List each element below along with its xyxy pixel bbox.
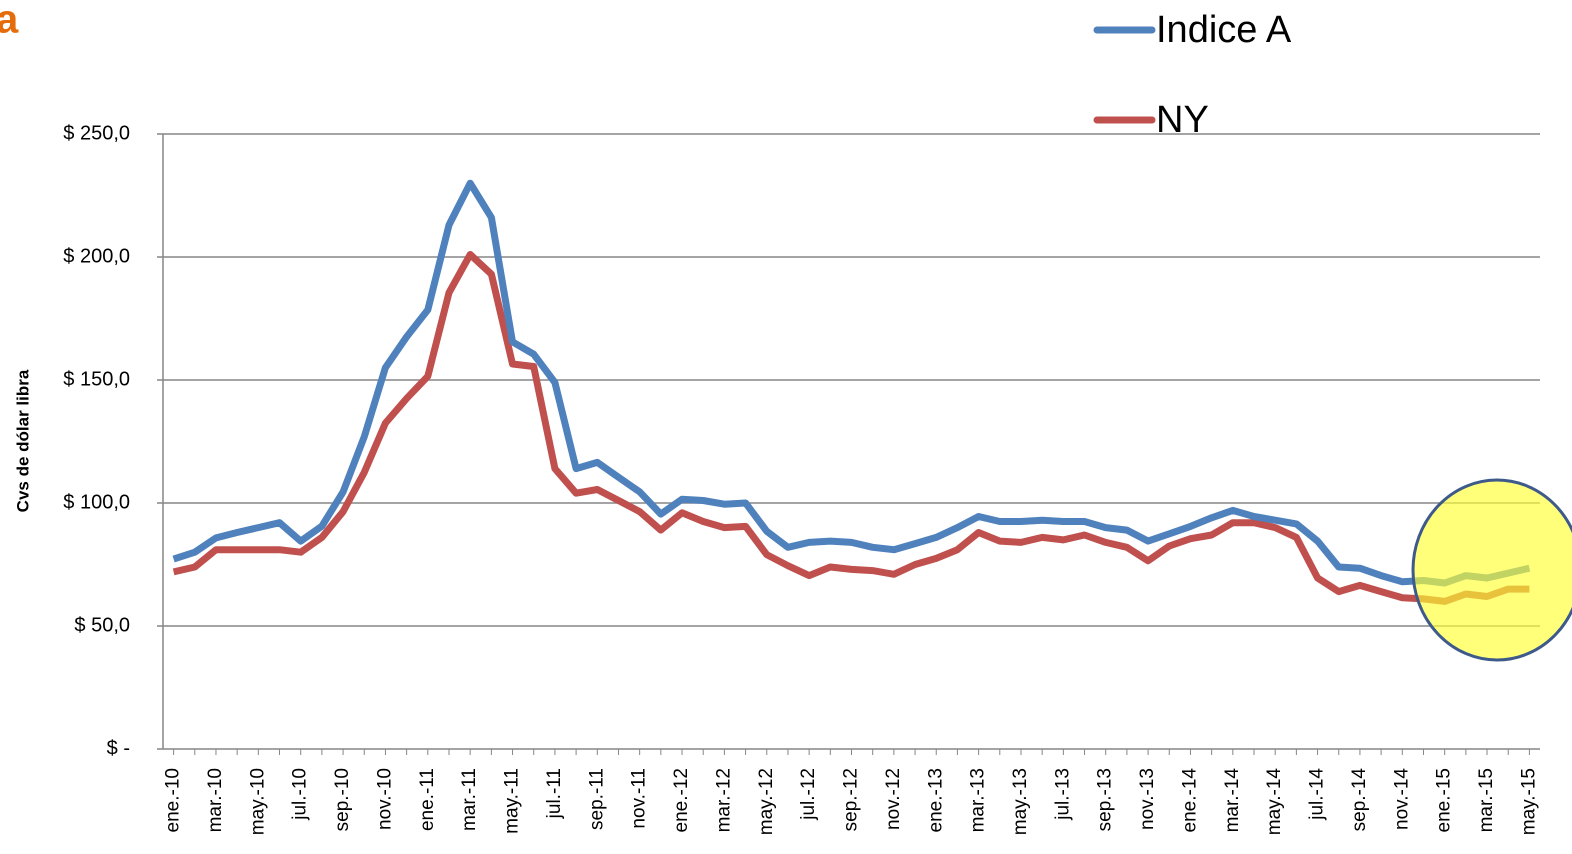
x-tick-label: jul.-13: [1052, 768, 1073, 821]
x-tick-label: jul.-12: [798, 768, 819, 821]
x-tick-label: ene.-14: [1179, 768, 1200, 833]
y-tick-label: $ 150,0: [63, 368, 130, 390]
x-tick-label: ene.-12: [671, 768, 692, 832]
x-tick-label: nov.-13: [1137, 768, 1158, 830]
series-line: [172, 179, 1531, 587]
x-tick-label: sep.-13: [1095, 768, 1116, 831]
x-tick-label: may.-12: [756, 768, 777, 835]
y-tick-label: $ -: [107, 737, 130, 759]
x-tick-label: jul.-11: [544, 768, 565, 819]
y-tick-label: $ 50,0: [74, 614, 130, 636]
x-tick-label: ene.-15: [1434, 768, 1455, 832]
x-tick-label: may.-13: [1010, 768, 1031, 835]
y-tick-label: $ 200,0: [63, 245, 130, 267]
x-tick-label: ene.-10: [163, 768, 184, 832]
x-tick-label: sep.-12: [841, 768, 862, 831]
x-tick-label: nov.-12: [883, 768, 904, 830]
series-line: [172, 251, 1530, 605]
x-tick-label: nov.-10: [374, 768, 395, 830]
lines: [172, 179, 1531, 605]
x-tick-label: mar.-10: [205, 768, 226, 832]
x-tick-label: nov.-11: [629, 768, 650, 829]
x-tick-label: sep.-10: [332, 768, 353, 831]
x-tick-label: jul.-10: [290, 768, 311, 821]
highlight-ellipse: [1411, 478, 1572, 662]
x-tick-label: sep.-11: [586, 768, 607, 830]
y-tick-label: $ 250,0: [63, 122, 130, 144]
x-tick-label: may.-15: [1518, 768, 1539, 835]
y-axis-label: Cvs de dólar libra: [13, 369, 32, 512]
x-tick-label: ene.-11: [417, 768, 438, 831]
x-tick-label: mar.-11: [459, 768, 480, 831]
x-tick-label: mar.-13: [968, 768, 989, 832]
x-tick-label: ene.-13: [925, 768, 946, 832]
legend-label: NY: [1156, 99, 1209, 141]
legend-label: Indice A: [1156, 9, 1292, 51]
x-tick-label: sep.-14: [1349, 768, 1370, 832]
legend: Indice A NY: [1093, 9, 1292, 141]
x-tick-label: may.-11: [502, 768, 523, 834]
x-tick-label: mar.-14: [1222, 768, 1243, 833]
x-tick-label: may.-10: [247, 768, 268, 835]
y-tick-label: $ 100,0: [63, 491, 130, 513]
x-tick-label: mar.-12: [713, 768, 734, 832]
x-tick-label: mar.-15: [1476, 768, 1497, 832]
x-tick-label: may.-14: [1264, 768, 1285, 836]
chart-title: a: [0, 0, 19, 42]
grid: $ - $ 50,0 $ 100,0 $ 150,0 $ 200,0 $ 250,0 ene…: [63, 122, 1540, 835]
x-tick-label: nov.-14: [1391, 768, 1412, 830]
x-tick-label: jul.-14: [1307, 768, 1328, 821]
